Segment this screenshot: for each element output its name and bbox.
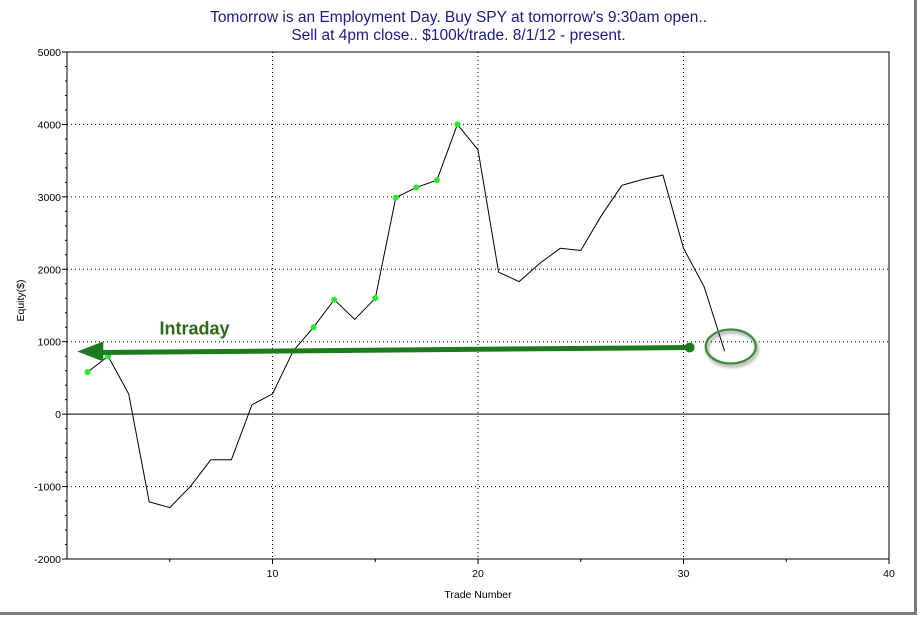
y-tick-label: 1000 bbox=[38, 337, 62, 349]
series-line bbox=[87, 123, 726, 509]
data-point bbox=[392, 194, 399, 201]
data-point bbox=[413, 184, 420, 191]
y-axis-label: Equity($) bbox=[15, 279, 27, 321]
data-point bbox=[454, 121, 461, 128]
y-tick-label: 5000 bbox=[38, 47, 62, 59]
data-point bbox=[84, 369, 91, 376]
y-tick-label: 0 bbox=[55, 409, 61, 421]
y-tick-label: 4000 bbox=[38, 119, 62, 131]
y-tick-label: -2000 bbox=[34, 554, 61, 566]
chart-title: Tomorrow is an Employment Day. Buy SPY a… bbox=[210, 9, 707, 26]
chart-subtitle: Sell at 4pm close.. $100k/trade. 8/1/12 … bbox=[291, 27, 626, 44]
x-tick-label: 10 bbox=[267, 568, 279, 580]
y-tick-label: 2000 bbox=[38, 264, 62, 276]
y-tick-label: -1000 bbox=[34, 482, 61, 494]
x-tick-label: 40 bbox=[883, 568, 895, 580]
data-point bbox=[372, 295, 379, 302]
grid-lines bbox=[67, 52, 889, 559]
annotation-arrow-shaft bbox=[99, 345, 690, 356]
annotation-layer: Intraday bbox=[77, 319, 757, 365]
annotation-ellipse bbox=[704, 328, 757, 365]
annotation-arrow-tail bbox=[684, 342, 695, 353]
x-tick-label: 30 bbox=[678, 568, 690, 580]
annotation-arrow-head bbox=[77, 341, 104, 362]
data-point bbox=[310, 324, 317, 331]
x-tick-label: 20 bbox=[472, 568, 484, 580]
axes: -2000 -1000 0 1000 2000 3000 4000 5000 10 20 30 40 bbox=[34, 47, 895, 580]
y-tick-label: 3000 bbox=[38, 192, 62, 204]
data-point bbox=[331, 296, 338, 303]
series-layer bbox=[84, 121, 726, 509]
data-point bbox=[433, 177, 440, 184]
x-axis-label: Trade Number bbox=[444, 589, 512, 601]
annotation-label: Intraday bbox=[159, 319, 229, 339]
